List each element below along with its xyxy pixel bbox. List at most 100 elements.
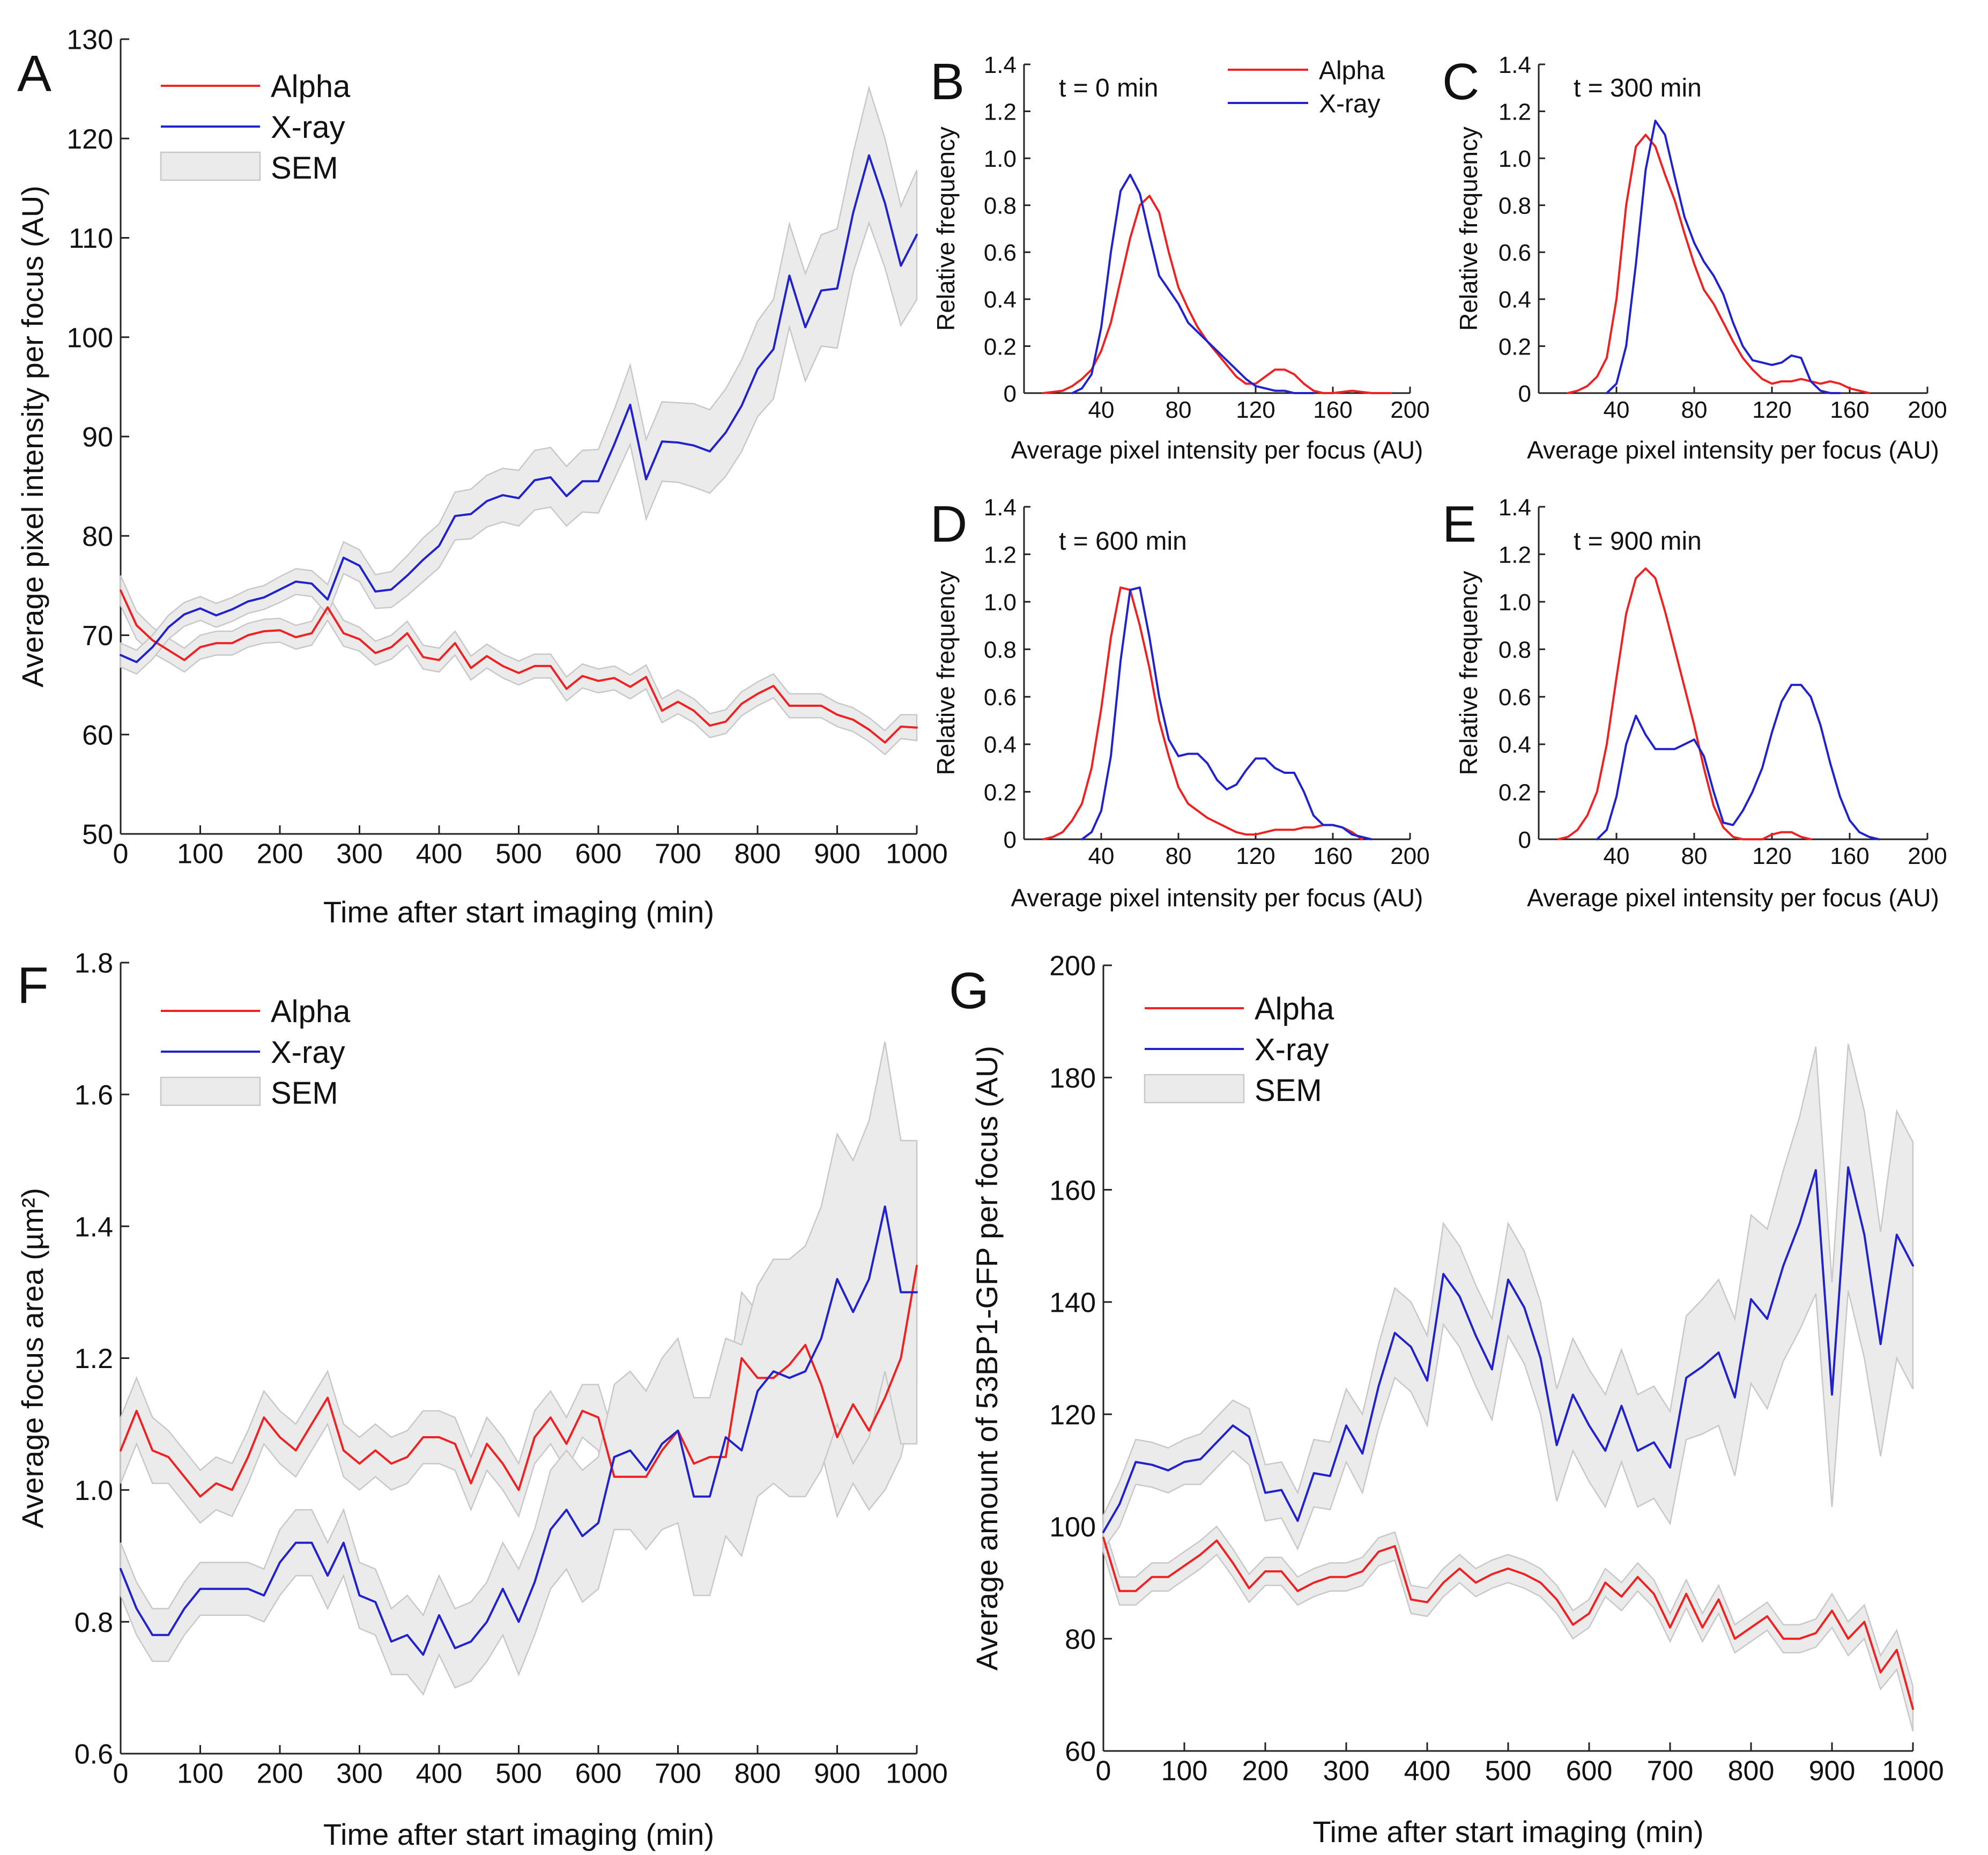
y-tick-label: 90 bbox=[82, 422, 113, 453]
legend-swatch-sem bbox=[160, 151, 261, 181]
x-axis-label: Average pixel intensity per focus (AU) bbox=[1011, 884, 1423, 912]
x-tick-label: 160 bbox=[1830, 397, 1869, 423]
y-tick-label: 70 bbox=[82, 620, 113, 652]
y-tick-label: 1.0 bbox=[984, 146, 1017, 172]
series-line-xray bbox=[1605, 120, 1841, 394]
y-tick-label: 0.6 bbox=[984, 240, 1017, 266]
y-tick-label: 1.4 bbox=[984, 52, 1017, 78]
y-tick-label: 0 bbox=[1518, 827, 1531, 853]
panel-e: 40 80 120 160 200 0 0.2 0.4 0.6 0.8 1.0 1.2 1.4 Avera… bbox=[1442, 494, 1947, 912]
panel-letter: G bbox=[949, 962, 989, 1019]
y-tick-label: 1.4 bbox=[1499, 52, 1531, 78]
y-tick-label: 0.4 bbox=[984, 287, 1017, 313]
x-tick-label: 600 bbox=[575, 839, 622, 870]
x-tick-label: 600 bbox=[1566, 1756, 1613, 1787]
y-tick-label: 1.2 bbox=[1499, 99, 1531, 125]
x-tick-label: 160 bbox=[1313, 843, 1352, 869]
y-tick-label: 0.4 bbox=[1499, 287, 1531, 313]
x-tick-label: 800 bbox=[735, 839, 781, 870]
panel-title: t = 0 min bbox=[1059, 74, 1158, 102]
x-tick-label: 160 bbox=[1830, 843, 1869, 869]
x-tick-label: 120 bbox=[1236, 397, 1275, 423]
panel-title: t = 600 min bbox=[1059, 527, 1187, 556]
y-tick-label: 0.2 bbox=[1499, 779, 1531, 805]
legend-entry-label: SEM bbox=[271, 1076, 338, 1111]
x-tick-label: 0 bbox=[113, 1758, 129, 1790]
x-tick-label: 80 bbox=[1166, 397, 1192, 423]
y-axis-label: Relative frequency bbox=[932, 571, 960, 775]
x-tick-label: 160 bbox=[1313, 397, 1352, 423]
x-axis-label: Average pixel intensity per focus (AU) bbox=[1011, 436, 1423, 464]
legend-entry-label: X-ray bbox=[271, 110, 345, 145]
y-tick-label: 60 bbox=[82, 720, 113, 751]
legend-entry-label: Alpha bbox=[271, 994, 351, 1029]
panel-letter: F bbox=[17, 957, 49, 1014]
x-axis-label: Average pixel intensity per focus (AU) bbox=[1527, 884, 1939, 912]
x-tick-label: 1000 bbox=[1882, 1756, 1944, 1787]
y-tick-label: 80 bbox=[1065, 1624, 1096, 1655]
x-tick-label: 300 bbox=[336, 839, 383, 870]
x-tick-label: 40 bbox=[1088, 397, 1115, 423]
legend: Alpha X-ray SEM bbox=[1144, 992, 1334, 1108]
x-tick-label: 300 bbox=[1323, 1756, 1370, 1787]
x-tick-label: 200 bbox=[1390, 397, 1429, 423]
y-tick-label: 180 bbox=[1049, 1063, 1096, 1094]
x-tick-label: 40 bbox=[1088, 843, 1115, 869]
x-tick-label: 700 bbox=[655, 839, 701, 870]
series-line-xray bbox=[1596, 684, 1880, 840]
panel-d: 40 80 120 160 200 0 0.2 0.4 0.6 0.8 1.0 1.2 1.4 Avera… bbox=[930, 494, 1430, 912]
legend-entry-label: Alpha bbox=[1319, 56, 1385, 85]
y-tick-label: 0.2 bbox=[984, 334, 1017, 360]
series-line-xray bbox=[1102, 1166, 1914, 1533]
series-line-alpha bbox=[1567, 134, 1871, 394]
legend-swatch-sem bbox=[160, 1076, 261, 1106]
panel-title: t = 900 min bbox=[1574, 527, 1702, 556]
legend-entry-label: X-ray bbox=[1319, 90, 1381, 118]
sem-band-xray bbox=[120, 85, 918, 675]
y-tick-label: 0.6 bbox=[984, 684, 1017, 711]
y-tick-label: 110 bbox=[69, 223, 113, 254]
y-tick-label: 0 bbox=[1004, 827, 1017, 853]
x-tick-label: 100 bbox=[177, 1758, 224, 1790]
y-tick-label: 1.4 bbox=[984, 494, 1017, 521]
sem-band-alpha bbox=[1102, 1523, 1914, 1732]
y-tick-label: 1.0 bbox=[1499, 146, 1531, 172]
y-tick-label: 0.2 bbox=[984, 779, 1017, 805]
y-tick-label: 0.8 bbox=[1499, 637, 1531, 663]
y-tick-label: 80 bbox=[82, 521, 113, 552]
series-line-alpha bbox=[1557, 567, 1812, 840]
y-tick-label: 50 bbox=[82, 819, 113, 851]
y-axis-label: Average focus area (µm²) bbox=[16, 1188, 49, 1528]
x-tick-label: 400 bbox=[416, 839, 463, 870]
legend-entry-label: Alpha bbox=[1255, 992, 1334, 1026]
series-line-xray bbox=[1071, 173, 1315, 394]
panel-letter: E bbox=[1442, 496, 1477, 553]
panel-letter: C bbox=[1442, 53, 1479, 110]
x-tick-label: 120 bbox=[1752, 397, 1791, 423]
sem-band-xray bbox=[120, 1041, 918, 1696]
y-tick-label: 1.2 bbox=[984, 99, 1017, 125]
x-tick-label: 200 bbox=[257, 1758, 303, 1790]
series-line-xray bbox=[1081, 586, 1373, 840]
x-tick-label: 200 bbox=[1242, 1756, 1289, 1787]
y-tick-label: 200 bbox=[1049, 951, 1096, 982]
legend-entry-label: SEM bbox=[1255, 1073, 1322, 1108]
y-tick-label: 0.4 bbox=[984, 732, 1017, 758]
y-tick-label: 1.0 bbox=[1499, 589, 1531, 616]
series-line-xray bbox=[120, 1205, 918, 1656]
legend: Alpha X-ray bbox=[1228, 56, 1385, 118]
series-line-alpha bbox=[120, 589, 918, 744]
y-tick-label: 1.8 bbox=[75, 948, 113, 979]
x-tick-label: 500 bbox=[1485, 1756, 1532, 1787]
y-tick-label: 130 bbox=[66, 25, 113, 56]
y-axis-label: Average pixel intensity per focus (AU) bbox=[16, 186, 49, 688]
x-tick-label: 40 bbox=[1604, 397, 1630, 423]
x-tick-label: 0 bbox=[1096, 1756, 1111, 1787]
y-tick-label: 1.0 bbox=[75, 1475, 113, 1506]
y-tick-label: 140 bbox=[1049, 1288, 1096, 1319]
y-tick-label: 100 bbox=[66, 322, 113, 353]
x-tick-label: 80 bbox=[1166, 843, 1192, 869]
legend-entry-label: Alpha bbox=[271, 69, 351, 104]
x-tick-label: 100 bbox=[1161, 1756, 1208, 1787]
x-tick-label: 900 bbox=[814, 1758, 861, 1790]
